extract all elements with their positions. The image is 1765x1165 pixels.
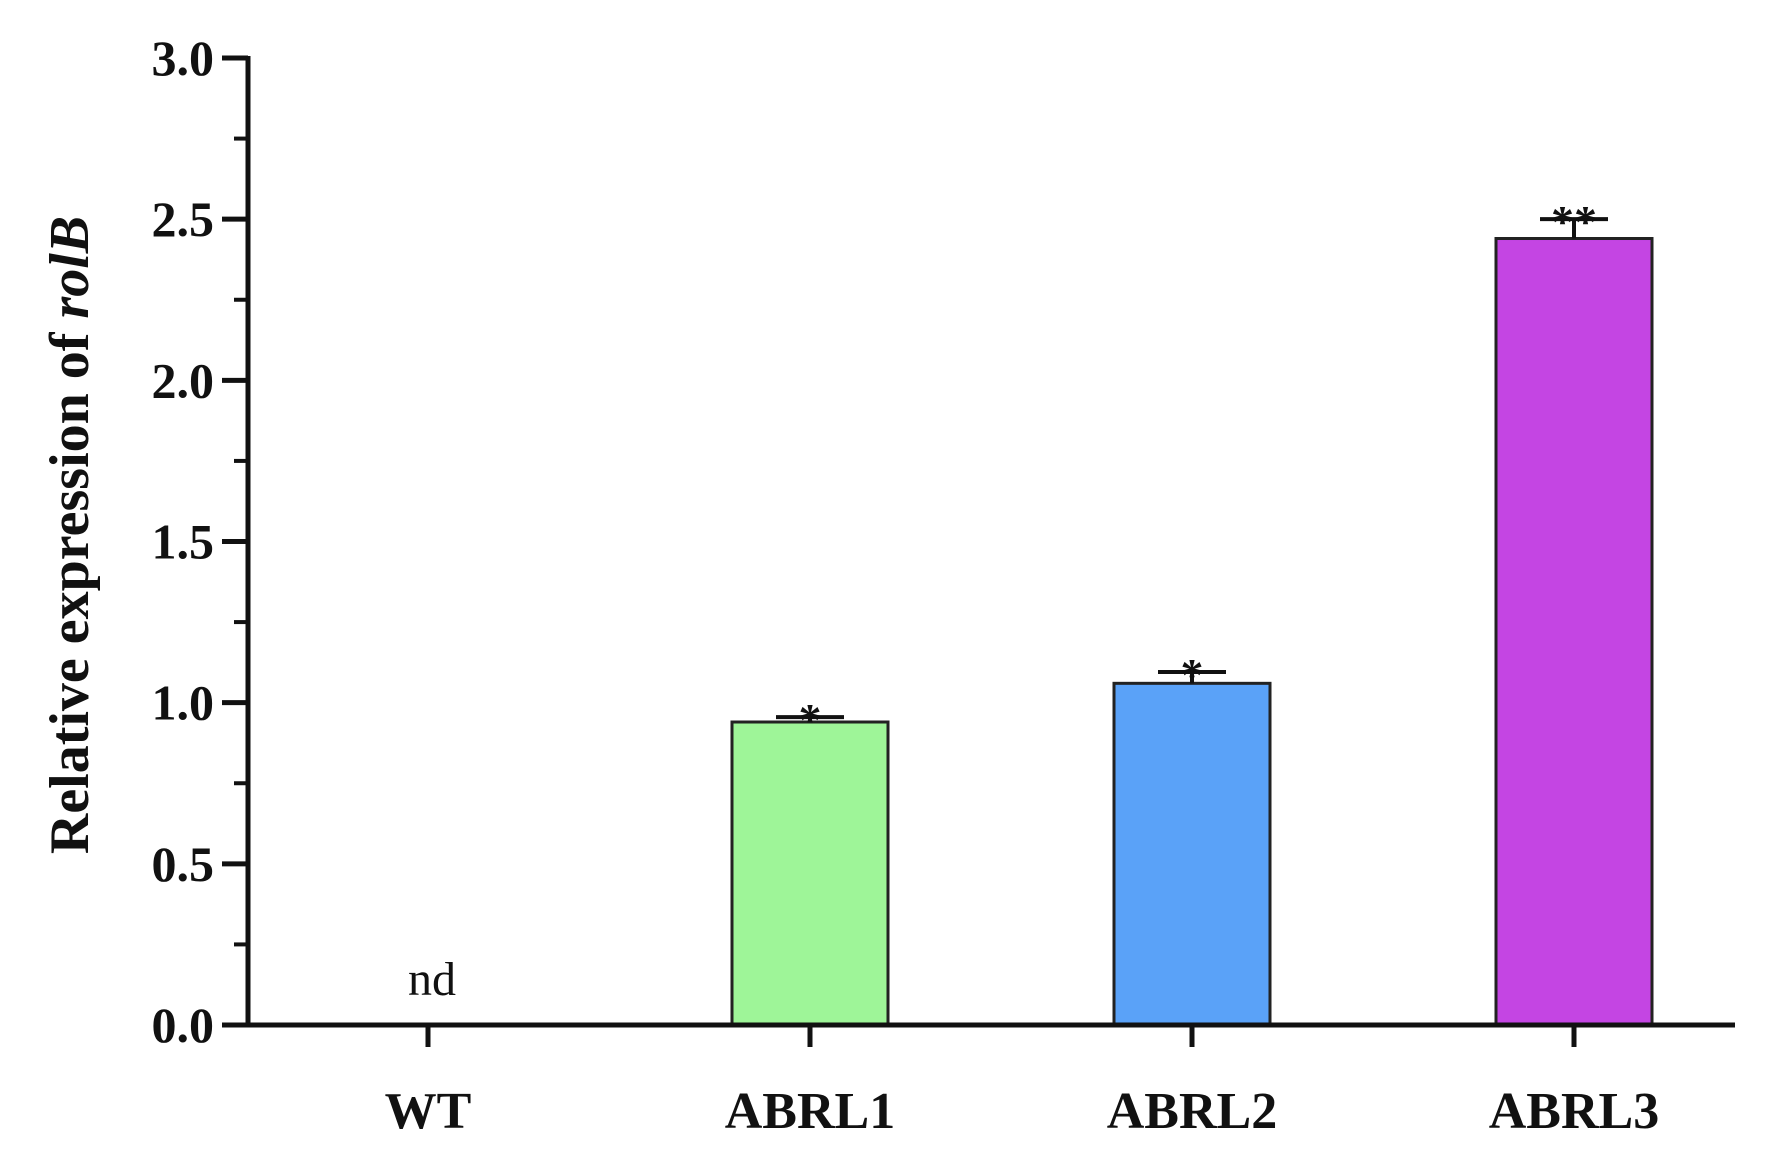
y-axis-title: Relative expression of rolB <box>39 216 101 854</box>
x-tick-label-abrl1: ABRL1 <box>725 1083 895 1140</box>
significance-label-abrl2: * <box>1181 649 1204 700</box>
y-tick-label: 0.5 <box>152 836 215 892</box>
y-tick-label: 0.0 <box>152 997 215 1053</box>
note-label-wt: nd <box>408 953 456 1006</box>
y-tick-label: 2.0 <box>152 352 215 408</box>
x-tick-label-abrl2: ABRL2 <box>1107 1083 1277 1140</box>
y-tick-label: 1.5 <box>152 514 215 570</box>
bar-abrl3 <box>1496 239 1652 1025</box>
labels-layer: nd WT * ABRL1 * ABRL2 ** ABRL3 0.0 0.5 1.0 1.5 2.0 2.… <box>152 30 1660 1140</box>
bars-layer <box>732 219 1652 1025</box>
x-tick-label-wt: WT <box>385 1083 472 1140</box>
bar-abrl2 <box>1114 683 1270 1025</box>
significance-label-abrl1: * <box>799 694 822 745</box>
significance-label-abrl3: ** <box>1551 196 1597 247</box>
y-tick-label: 3.0 <box>152 30 215 86</box>
bar-abrl1 <box>732 722 888 1025</box>
y-tick-label: 1.0 <box>152 675 215 731</box>
x-tick-label-abrl3: ABRL3 <box>1489 1083 1659 1140</box>
y-tick-label: 2.5 <box>152 191 215 247</box>
